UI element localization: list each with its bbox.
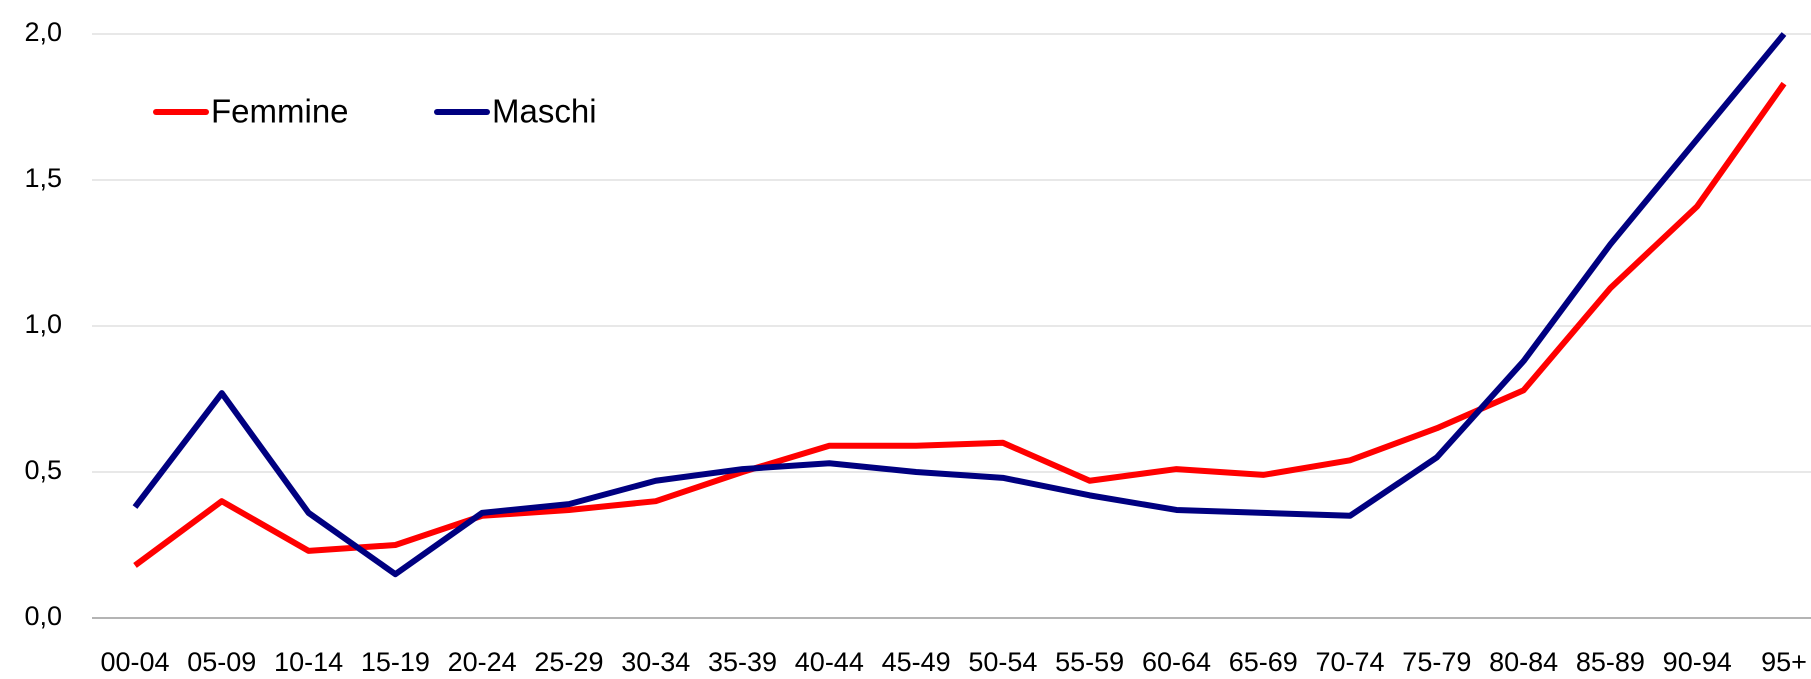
x-tick-label: 50-54 — [968, 647, 1037, 677]
y-tick-label: 1,5 — [24, 163, 62, 193]
y-tick-label: 1,0 — [24, 309, 62, 339]
x-tick-label: 90-94 — [1663, 647, 1732, 677]
legend-label: Maschi — [492, 93, 597, 130]
x-tick-label: 25-29 — [534, 647, 603, 677]
x-tick-label: 20-24 — [448, 647, 517, 677]
series-line — [132, 32, 1787, 578]
x-tick-label: 55-59 — [1055, 647, 1124, 677]
x-tick-label: 70-74 — [1316, 647, 1385, 677]
x-tick-label: 10-14 — [274, 647, 343, 677]
x-tick-label: 45-49 — [882, 647, 951, 677]
x-tick-label: 60-64 — [1142, 647, 1211, 677]
y-tick-label: 0,5 — [24, 455, 62, 485]
x-tick-label: 05-09 — [187, 647, 256, 677]
legend-label: Femmine — [211, 93, 349, 130]
x-tick-label: 35-39 — [708, 647, 777, 677]
x-tick-label: 15-19 — [361, 647, 430, 677]
x-tick-label: 85-89 — [1576, 647, 1645, 677]
x-tick-label: 00-04 — [100, 647, 169, 677]
y-tick-label: 2,0 — [24, 17, 62, 47]
y-tick-label: 0,0 — [24, 601, 62, 631]
x-tick-label: 40-44 — [795, 647, 864, 677]
x-tick-label: 75-79 — [1402, 647, 1471, 677]
x-tick-label: 65-69 — [1229, 647, 1298, 677]
series-line — [133, 81, 1787, 568]
x-tick-label: 80-84 — [1489, 647, 1558, 677]
x-tick-label: 30-34 — [621, 647, 690, 677]
x-tick-label: 95+ — [1761, 647, 1807, 677]
